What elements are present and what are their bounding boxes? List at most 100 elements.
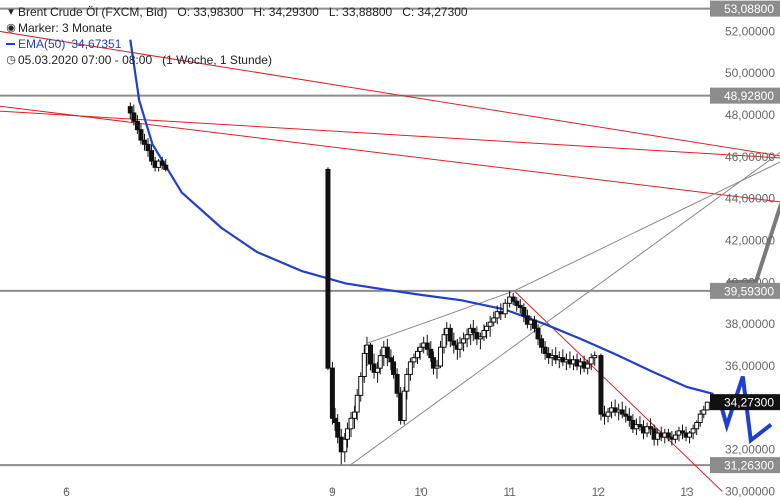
candle-22 xyxy=(361,345,367,383)
candle-body xyxy=(457,342,463,350)
candle-6 xyxy=(149,144,155,166)
candle-body xyxy=(694,422,700,430)
last-price-badge: 34,27300 xyxy=(710,394,780,411)
candle-body xyxy=(592,355,598,359)
candle-59 xyxy=(484,322,490,339)
candle-41 xyxy=(424,334,430,356)
candle-body xyxy=(680,430,685,434)
ema-path xyxy=(129,39,714,395)
candle-body xyxy=(329,367,335,419)
candle-body xyxy=(535,327,541,340)
scenario-blue-path xyxy=(718,375,773,445)
y-tick-label: 38,00000 xyxy=(725,317,775,331)
candle-body xyxy=(514,300,520,306)
candle-12 xyxy=(329,361,335,425)
chevron-down-icon[interactable]: ▾ xyxy=(8,6,14,18)
candle-27 xyxy=(377,349,383,375)
clock-icon: ◷ xyxy=(6,54,16,66)
x-tick-label: 6 xyxy=(63,485,70,499)
trendline-0 xyxy=(0,30,780,157)
candle-118 xyxy=(697,409,703,427)
level-badge-1-label: 48,92800 xyxy=(724,89,774,103)
candle-body xyxy=(704,401,710,411)
candle-body xyxy=(394,373,400,394)
candle-87 xyxy=(585,359,591,375)
candle-body xyxy=(451,340,457,346)
candle-16 xyxy=(342,432,348,463)
scenario-gray-path xyxy=(726,202,780,285)
candle-52 xyxy=(461,332,467,352)
level-badge-3-bg xyxy=(710,457,780,474)
candle-55 xyxy=(470,320,476,341)
candle-13 xyxy=(332,407,338,431)
candle-94 xyxy=(612,399,618,417)
trendlines xyxy=(0,30,780,492)
x-tick-label: 10 xyxy=(414,485,428,499)
candle-body xyxy=(163,164,169,170)
y-tick-label: 48,00000 xyxy=(725,108,775,122)
candle-body xyxy=(434,365,440,369)
candle-body xyxy=(461,338,467,344)
candle-1 xyxy=(131,104,137,126)
candle-body xyxy=(464,334,470,340)
candle-24 xyxy=(368,343,373,371)
marker-dot-icon[interactable]: ◉ xyxy=(6,22,16,34)
candle-2 xyxy=(134,115,140,134)
candle-body xyxy=(417,346,423,352)
candle-body xyxy=(138,129,144,141)
candle-body xyxy=(411,357,417,363)
y-tick-label: 32,00000 xyxy=(725,443,775,457)
candle-17 xyxy=(344,422,350,448)
candle-body xyxy=(623,413,629,417)
candle-body xyxy=(361,352,367,378)
candle-body xyxy=(701,409,707,415)
y-tick-label: 46,00000 xyxy=(725,150,775,164)
candle-body xyxy=(375,367,381,373)
candle-body xyxy=(131,112,137,122)
y-tick-label: 30,00000 xyxy=(725,485,775,499)
candle-body xyxy=(447,327,453,342)
candle-body xyxy=(430,357,436,369)
candle-53 xyxy=(464,328,470,348)
candle-34 xyxy=(401,386,407,425)
instrument-name: Brent Crude Öl (FXCM, Bid) xyxy=(18,5,168,19)
candle-92 xyxy=(605,407,611,423)
last-price-badge-label: 34,27300 xyxy=(724,396,774,410)
candle-54 xyxy=(468,324,474,346)
x-tick-label: 11 xyxy=(503,485,516,499)
candle-body xyxy=(358,376,364,396)
candle-32 xyxy=(394,368,400,398)
candle-body xyxy=(598,355,604,415)
level-badge-2: 39,59300 xyxy=(710,282,780,299)
chart-legend: ▾ Brent Crude Öl (FXCM, Bid) O: 33,98300… xyxy=(4,4,468,68)
period-text: (1 Woche, 1 Stunde) xyxy=(162,53,272,67)
legend-ema-row: EMA(50) 34,67351 xyxy=(4,36,468,52)
candle-body xyxy=(377,355,383,369)
candle-62 xyxy=(494,305,500,325)
candle-103 xyxy=(644,422,650,438)
candle-68 xyxy=(517,299,523,314)
level-badge-2-bg xyxy=(710,282,780,299)
candle-body xyxy=(626,415,632,421)
candle-109 xyxy=(665,428,671,442)
candle-73 xyxy=(535,324,541,346)
candle-35 xyxy=(404,368,410,400)
y-tick-label: 52,00000 xyxy=(725,24,775,38)
candle-body xyxy=(498,311,504,315)
candle-body xyxy=(407,361,413,375)
candle-90 xyxy=(598,353,604,421)
candle-46 xyxy=(441,328,447,354)
candle-body xyxy=(348,417,354,430)
candle-39 xyxy=(417,343,423,360)
trendline-6 xyxy=(513,161,780,292)
legend-marker-row: ◉ Marker: 3 Monate xyxy=(4,20,468,36)
candle-body xyxy=(510,296,516,302)
candle-body xyxy=(388,357,394,363)
horizontal-levels xyxy=(0,7,780,467)
candle-body xyxy=(149,150,155,162)
candle-body xyxy=(494,311,500,319)
candle-44 xyxy=(434,359,440,379)
candle-19 xyxy=(352,405,358,429)
candle-body xyxy=(354,394,360,413)
